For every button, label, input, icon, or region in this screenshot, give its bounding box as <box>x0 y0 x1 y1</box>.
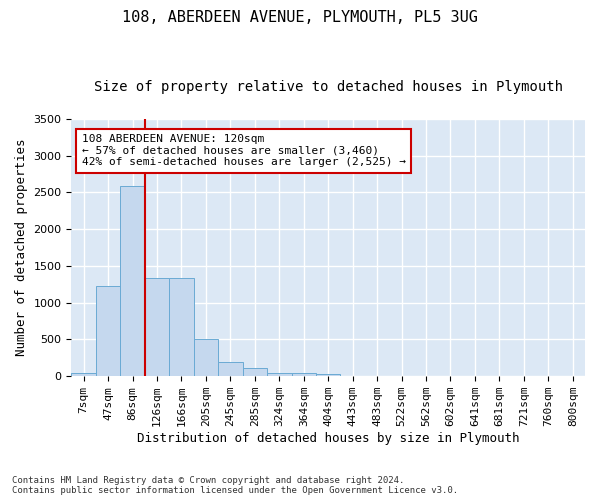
Bar <box>292 372 316 376</box>
Title: Size of property relative to detached houses in Plymouth: Size of property relative to detached ho… <box>94 80 563 94</box>
Bar <box>267 372 292 376</box>
Text: Contains HM Land Registry data © Crown copyright and database right 2024.
Contai: Contains HM Land Registry data © Crown c… <box>12 476 458 495</box>
Bar <box>242 368 267 376</box>
Bar <box>145 278 169 376</box>
Bar <box>71 372 96 376</box>
Bar <box>194 340 218 376</box>
Bar <box>316 374 340 376</box>
Text: 108 ABERDEEN AVENUE: 120sqm
← 57% of detached houses are smaller (3,460)
42% of : 108 ABERDEEN AVENUE: 120sqm ← 57% of det… <box>82 134 406 168</box>
Bar <box>169 278 194 376</box>
Text: 108, ABERDEEN AVENUE, PLYMOUTH, PL5 3UG: 108, ABERDEEN AVENUE, PLYMOUTH, PL5 3UG <box>122 10 478 25</box>
Y-axis label: Number of detached properties: Number of detached properties <box>15 138 28 356</box>
Bar <box>218 362 242 376</box>
X-axis label: Distribution of detached houses by size in Plymouth: Distribution of detached houses by size … <box>137 432 520 445</box>
Bar <box>96 286 121 376</box>
Bar <box>121 186 145 376</box>
